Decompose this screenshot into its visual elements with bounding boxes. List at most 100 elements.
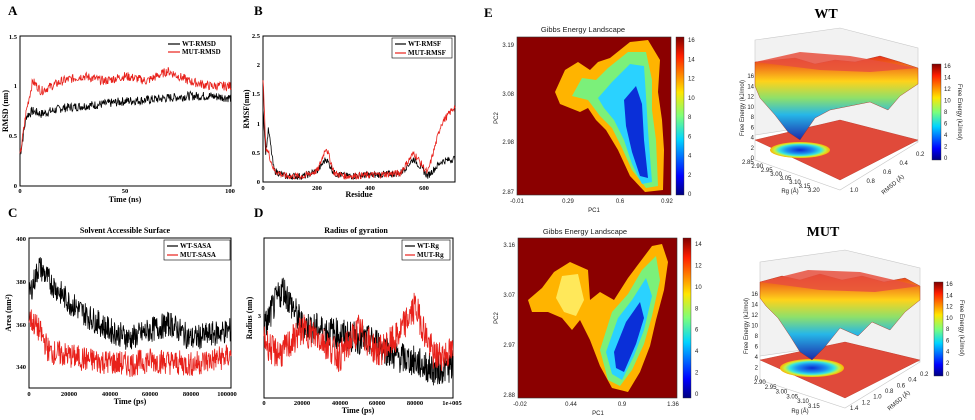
panel-b-plot [262, 80, 456, 181]
surf1-cbar-tick-7: 14 [946, 293, 953, 299]
d-xtick-5: 1e+005 [442, 400, 462, 407]
surface-mut-rgticks: 2.902.953.003.053.103.15 [754, 380, 820, 410]
surf0-cbar-tick-5: 10 [944, 99, 951, 105]
surface-mut-colorbar [933, 281, 944, 377]
series-wt-rmsd [19, 90, 232, 157]
surf1-rgtick-3: 3.05 [786, 394, 798, 400]
a-ytick-1: 0.5 [9, 133, 18, 140]
surf1-rmsdtick-1: 1.2 [862, 400, 871, 406]
b-xtick-2: 400 [365, 185, 375, 192]
series-wt-rg [263, 277, 454, 386]
surf0-ztick-4: 8 [751, 115, 755, 121]
panel-c-frame [28, 237, 232, 389]
series-mut-rg [263, 292, 454, 373]
panel-c-plot [28, 257, 232, 378]
c-legend-mut: MUT-SASA [180, 251, 216, 259]
surface-wt-zticks: 0 2 4 6 8 10 12 14 16 [747, 74, 754, 162]
fel-wt: Gibbs Energy Landscape 0 2 4 6 8 10 12 14 16 -0.… [494, 25, 695, 214]
a-ytick-2: 1 [14, 83, 17, 90]
b-ytick-4: 2 [257, 62, 260, 69]
fel0-cbar-tick-6: 12 [688, 77, 695, 83]
surf1-cbar-tick-3: 6 [946, 338, 950, 344]
b-ytick-3: 1.5 [252, 91, 261, 98]
a-ytick-0: 0 [14, 183, 17, 190]
fel-wt-ytick-1: 3.08 [502, 92, 514, 98]
fel-mut-ytick-1: 3.07 [503, 293, 515, 299]
panel-letter-c: C [8, 205, 17, 220]
panel-letter-e: E [484, 5, 493, 20]
surf1-ztick-4: 8 [755, 334, 759, 340]
fel-wt-basin-core [624, 86, 648, 178]
surface-wt-colorbar [931, 63, 942, 161]
surf0-cbar-tick-0: 0 [944, 156, 948, 162]
surf0-ztick-2: 4 [751, 136, 755, 142]
surf1-ztick-6: 12 [751, 313, 758, 319]
c-xtick-3: 60000 [142, 391, 158, 398]
surf1-ztick-1: 2 [755, 366, 759, 372]
d-title: Radius of gyration [324, 226, 388, 235]
surface-mut-colorbar-ticks: 0 2 4 6 8 10 12 14 16 [946, 282, 953, 378]
fel-mut-colorbar [682, 237, 692, 399]
surf1-rgtick-2: 3.00 [776, 390, 788, 396]
surface-mut-top [760, 270, 920, 292]
surface-mut-rglabel: Rg (Å) [791, 408, 808, 415]
fel0-cbar-tick-8: 16 [688, 38, 695, 44]
surf1-rmsdtick-2: 1.0 [873, 395, 882, 401]
d-xtick-2: 40000 [332, 400, 348, 407]
b-ytick-1: 0.5 [252, 150, 261, 157]
b-ytick-2: 1 [257, 121, 260, 128]
b-legend-mut: MUT-RMSF [408, 49, 446, 57]
surf1-rgtick-0: 2.90 [754, 380, 766, 386]
surf0-cbar-tick-3: 6 [944, 122, 948, 128]
surf1-rmsdtick-6: 0.2 [920, 372, 929, 378]
c-ytick-0: 340 [16, 364, 26, 371]
surf0-ztick-0: 0 [751, 156, 755, 162]
d-legend-mut: MUT-Rg [417, 251, 444, 259]
surf1-cbar-tick-6: 12 [946, 305, 953, 311]
surf1-rgtick-1: 2.95 [765, 385, 777, 391]
fel0-cbar-tick-3: 6 [688, 134, 692, 140]
surf1-cbar-tick-5: 10 [946, 316, 953, 322]
fel0-cbar-tick-0: 0 [688, 192, 692, 198]
c-xtick-1: 20000 [61, 391, 77, 398]
fel1-cbar-tick-4: 8 [695, 306, 699, 312]
surf0-ztick-6: 12 [747, 95, 754, 101]
c-xlabel: Time (ps) [114, 397, 147, 406]
surface-mut: MUT 0 2 4 6 8 10 12 14 16 Free Energy (kJ/mol) F… [744, 225, 964, 415]
surf1-rgtick-5: 3.15 [808, 404, 820, 410]
panel-letter-a: A [8, 3, 18, 18]
b-xlabel: Residue [345, 190, 373, 199]
surf1-rmsdtick-4: 0.6 [897, 383, 906, 389]
panel-c: C Solvent Accessible Surface 0 20000 400… [4, 205, 237, 406]
surf1-cbar-tick-1: 2 [946, 361, 950, 367]
surf1-cbar-tick-8: 16 [946, 282, 953, 288]
fel-wt-colorbar-ticks: 0 2 4 6 8 10 12 14 16 [688, 38, 695, 198]
surf0-rmsdtick-2: 0.6 [883, 170, 892, 176]
fel-wt-xtick-2: 0.6 [616, 199, 625, 205]
fel-wt-xtick-1: 0.29 [562, 199, 574, 205]
surf0-rmsdtick-0: 1.0 [850, 188, 859, 194]
surf1-rmsdtick-3: 0.8 [885, 389, 894, 395]
b-ytick-5: 2.5 [252, 33, 261, 40]
d-xlabel: Time (ps) [342, 406, 375, 415]
a-xtick-2: 100 [225, 188, 235, 195]
panel-letter-d: D [254, 205, 263, 220]
fel0-cbar-tick-1: 2 [688, 173, 692, 179]
surf0-rmsdtick-1: 0.8 [867, 179, 876, 185]
surf1-cbar-tick-4: 8 [946, 327, 950, 333]
panel-a-plot [19, 67, 232, 157]
a-xtick-0: 0 [18, 188, 21, 195]
fel-mut-ytick-3: 2.88 [503, 393, 515, 399]
surface-wt-top [755, 52, 918, 72]
c-xtick-5: 100000 [217, 391, 237, 398]
fel0-cbar-tick-5: 10 [688, 96, 695, 102]
surface-wt: WT 0 2 4 6 8 10 12 14 16 Free Energy (kJ/mol) Fr… [740, 7, 962, 196]
fel1-cbar-tick-0: 0 [695, 392, 699, 398]
panel-d-frame [263, 237, 454, 399]
fel-mut-basin-core [614, 302, 644, 372]
b-legend: WT-RMSF MUT-RMSF [391, 37, 453, 59]
surf1-ztick-3: 6 [755, 345, 759, 351]
surf0-ztick-8: 16 [747, 74, 754, 80]
panel-b: B 0 200 400 600 0 0.5 1 1.5 2 2.5 Residu… [242, 3, 456, 199]
